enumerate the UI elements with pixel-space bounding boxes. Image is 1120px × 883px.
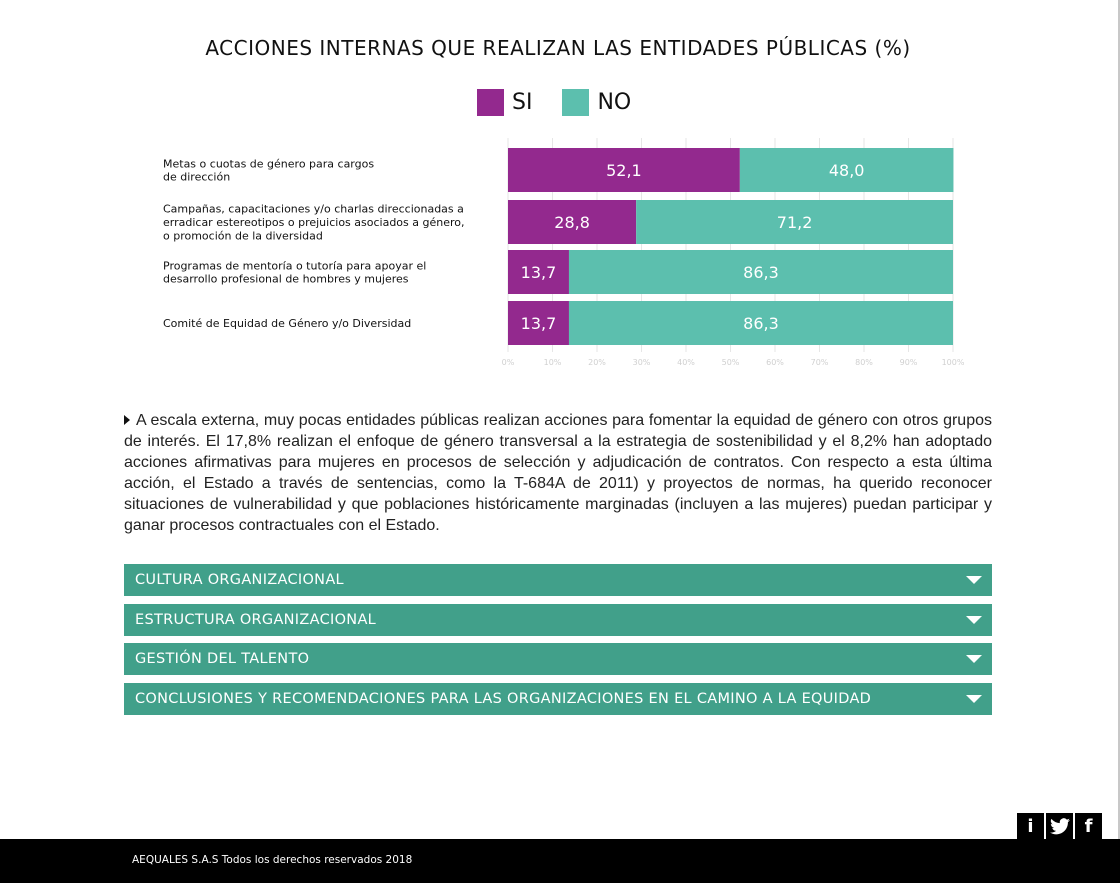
paragraph-text: A escala externa, muy pocas entidades pú… xyxy=(124,412,992,534)
x-tick-label: 10% xyxy=(544,358,562,367)
bar-si xyxy=(508,250,569,294)
x-tick-label: 100% xyxy=(942,358,965,367)
chevron-down-icon xyxy=(966,655,982,663)
facebook-icon[interactable]: f xyxy=(1075,813,1102,840)
bar-no xyxy=(568,301,953,345)
legend-swatch-no xyxy=(562,89,590,116)
accordion-label: ESTRUCTURA ORGANIZACIONAL xyxy=(135,611,377,628)
x-tick-label: 80% xyxy=(855,358,873,367)
category-label: Metas o cuotas de género para cargos de d… xyxy=(163,157,374,183)
category-label-line: Comité de Equidad de Género y/o Diversid… xyxy=(163,317,411,330)
category-label-line: erradicar estereotipos o prejuicios asoc… xyxy=(163,216,465,229)
bar-no xyxy=(739,148,954,192)
x-tick-label: 40% xyxy=(677,358,695,367)
data-label: 71,2 xyxy=(777,213,813,232)
category-label-line: desarrollo profesional de hombres y muje… xyxy=(163,273,409,286)
accordion: CULTURA ORGANIZACIONAL ESTRUCTURA ORGANI… xyxy=(124,564,992,722)
x-tick-label: 70% xyxy=(811,358,829,367)
chevron-down-icon xyxy=(966,576,982,584)
x-tick-label: 20% xyxy=(588,358,606,367)
twitter-icon[interactable] xyxy=(1046,813,1073,840)
x-tick-label: 30% xyxy=(633,358,651,367)
x-tick-label: 90% xyxy=(900,358,918,367)
legend-item-si: SI xyxy=(477,89,532,116)
twitter-bird-icon xyxy=(1049,818,1070,835)
stacked-bar-chart: 0% 10% 20% 30% 40% 50% 60% 70% 80% 90% 100% Metas o… xyxy=(163,138,965,367)
data-label: 86,3 xyxy=(743,314,779,333)
category-label-line: Metas o cuotas de género para cargos xyxy=(163,157,374,170)
legend-label-no: NO xyxy=(597,90,632,115)
bullet-arrow-icon xyxy=(124,415,130,425)
category-label: Programas de mentoría o tutoría para apo… xyxy=(163,259,426,285)
info-icon[interactable]: i xyxy=(1017,813,1044,840)
legend-label-si: SI xyxy=(512,90,533,115)
accordion-item-conclusiones[interactable]: CONCLUSIONES Y RECOMENDACIONES PARA LAS … xyxy=(124,682,992,715)
chevron-down-icon xyxy=(966,615,982,624)
x-tick-label: 50% xyxy=(722,358,740,367)
bar-si xyxy=(508,200,637,244)
footer: AEQUALES S.A.S Todos los derechos reserv… xyxy=(0,839,1120,883)
x-tick-label: 0% xyxy=(502,358,515,367)
bar-si xyxy=(508,301,569,345)
category-label-line: de dirección xyxy=(163,171,230,184)
accordion-item-estructura[interactable]: ESTRUCTURA ORGANIZACIONAL xyxy=(124,603,992,636)
accordion-label: CULTURA ORGANIZACIONAL xyxy=(135,572,344,588)
data-label: 48,0 xyxy=(829,161,865,180)
category-label-line: o promoción de la diversidad xyxy=(163,229,323,242)
legend-swatch-si xyxy=(477,89,504,116)
category-label: Campañas, capacitaciones y/o charlas dir… xyxy=(163,203,465,243)
data-label: 13,7 xyxy=(521,263,557,282)
category-label-line: Campañas, capacitaciones y/o charlas dir… xyxy=(163,203,464,216)
chevron-down-icon xyxy=(966,694,982,703)
accordion-item-talento[interactable]: GESTIÓN DEL TALENTO xyxy=(124,643,992,675)
data-label: 13,7 xyxy=(521,314,557,333)
data-label: 28,8 xyxy=(554,213,590,232)
x-tick-label: 60% xyxy=(766,358,784,367)
accordion-item-cultura[interactable]: CULTURA ORGANIZACIONAL xyxy=(124,564,992,596)
page-frame-edge xyxy=(1118,0,1120,883)
social-links: i f xyxy=(1017,813,1102,840)
bar-no xyxy=(636,200,953,244)
bar-si xyxy=(508,148,740,192)
body-paragraph: A escala externa, muy pocas entidades pú… xyxy=(124,410,992,536)
chart-title: ACCIONES INTERNAS QUE REALIZAN LAS ENTID… xyxy=(205,36,911,60)
bar-no xyxy=(568,250,953,294)
accordion-label: GESTIÓN DEL TALENTO xyxy=(135,651,310,667)
data-label: 86,3 xyxy=(743,263,779,282)
category-label-line: Programas de mentoría o tutoría para apo… xyxy=(163,259,426,272)
category-label: Comité de Equidad de Género y/o Diversid… xyxy=(163,317,411,330)
chart-legend: SI NO xyxy=(477,89,661,116)
legend-item-no: NO xyxy=(562,89,631,116)
accordion-label: CONCLUSIONES Y RECOMENDACIONES PARA LAS … xyxy=(135,690,872,707)
data-label: 52,1 xyxy=(606,161,642,180)
copyright-text: AEQUALES S.A.S Todos los derechos reserv… xyxy=(132,854,413,866)
